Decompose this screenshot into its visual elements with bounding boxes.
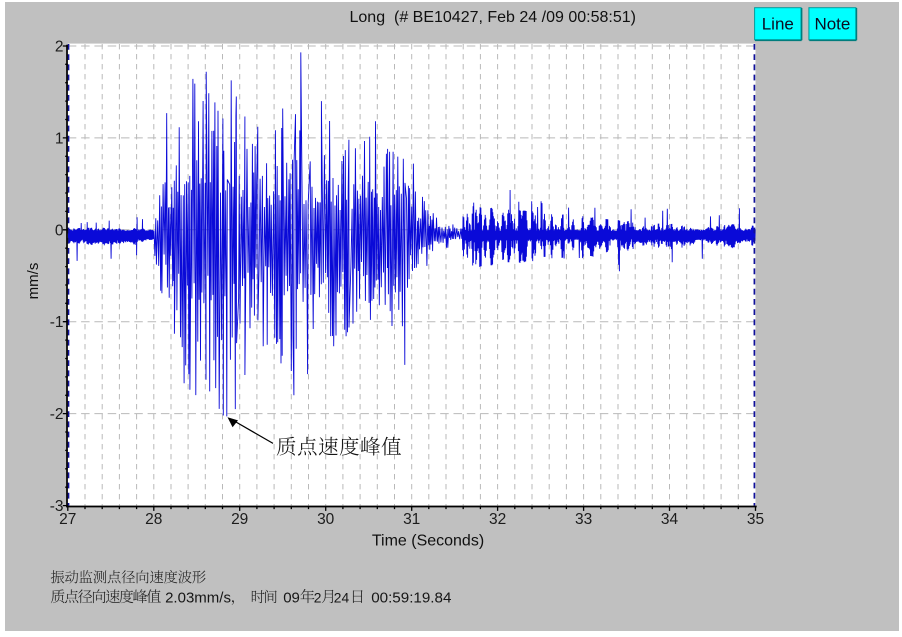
svg-text:1: 1 <box>55 130 64 147</box>
svg-text:Long (# BE10427, Feb 24 /09 0: Long (# BE10427, Feb 24 /09 00:58:51) <box>350 9 636 26</box>
svg-text:28: 28 <box>145 511 162 528</box>
svg-text:2: 2 <box>55 39 64 56</box>
svg-text:30: 30 <box>317 511 335 528</box>
svg-text:Time (Seconds): Time (Seconds) <box>372 533 484 550</box>
svg-text:Note: Note <box>814 15 850 34</box>
svg-text:33: 33 <box>575 511 592 528</box>
svg-text:-1: -1 <box>50 314 64 331</box>
svg-text:27: 27 <box>59 511 76 528</box>
svg-text:Line: Line <box>762 15 794 34</box>
svg-text:09: 09 <box>283 590 300 607</box>
svg-text:35: 35 <box>747 511 764 528</box>
svg-text:00:59:19.84: 00:59:19.84 <box>371 590 451 607</box>
svg-text:24: 24 <box>334 591 350 606</box>
svg-text:32: 32 <box>489 511 506 528</box>
svg-text:mm/s: mm/s <box>25 263 42 300</box>
svg-text:-3: -3 <box>50 498 64 515</box>
svg-text:0: 0 <box>55 222 64 239</box>
svg-text:29: 29 <box>231 511 248 528</box>
svg-text:2: 2 <box>314 591 322 606</box>
svg-text:34: 34 <box>661 511 679 528</box>
svg-text:2.03mm/s: 2.03mm/s <box>165 590 231 607</box>
svg-text:-2: -2 <box>50 406 64 423</box>
svg-text:31: 31 <box>403 511 420 528</box>
